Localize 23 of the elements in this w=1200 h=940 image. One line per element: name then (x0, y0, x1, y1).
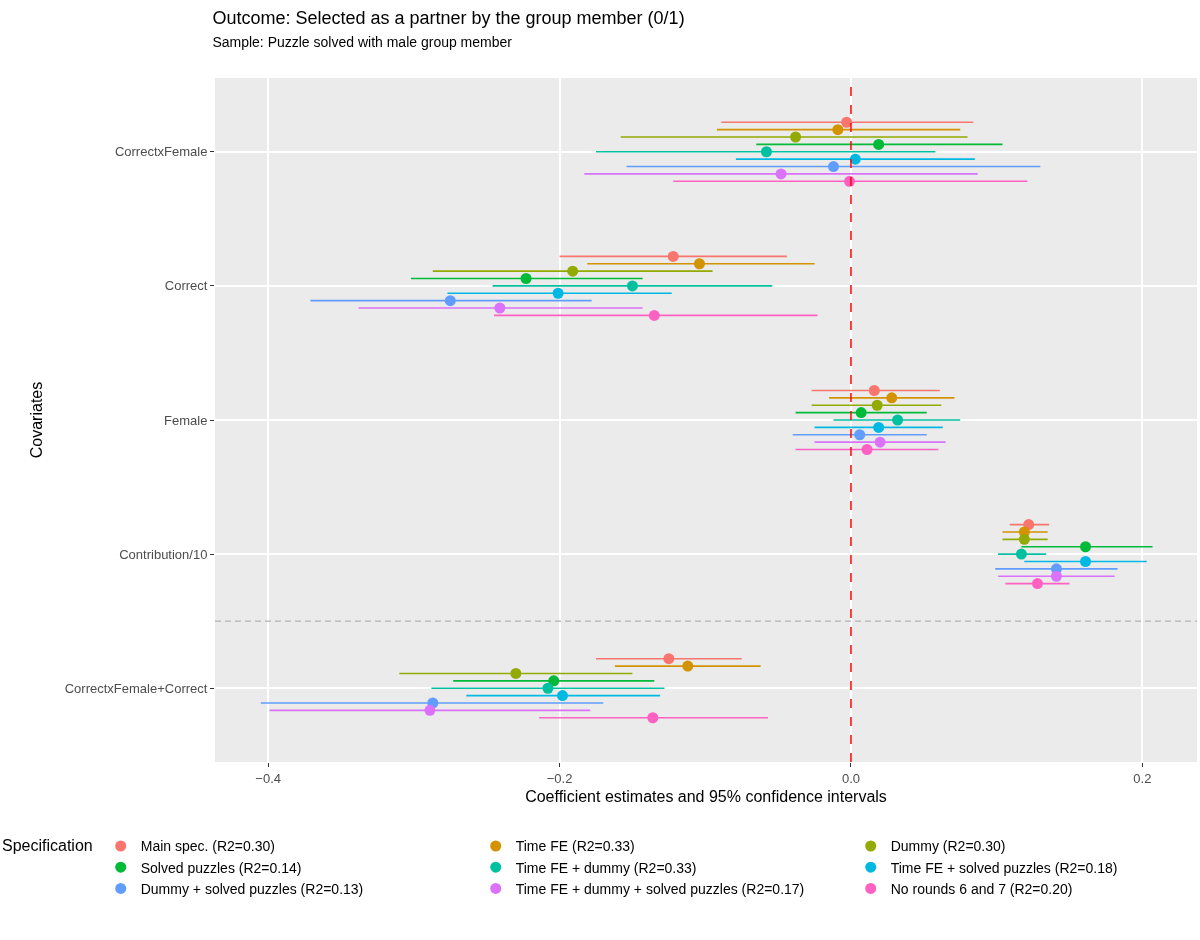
chart-title: Outcome: Selected as a partner by the group member (0/1) (212, 7, 685, 28)
x-tick-label: −0.2 (546, 770, 573, 786)
y-tick-label: Correct (164, 278, 208, 294)
y-tick-label: CorrectxFemale+Correct (64, 680, 208, 696)
x-tick-label: 0.2 (1133, 770, 1152, 786)
legend-label: Time FE + solved puzzles (R2=0.18) (890, 859, 1118, 876)
chart-subtitle: Sample: Puzzle solved with male group member (212, 33, 513, 50)
legend-label: Time FE + dummy (R2=0.33) (515, 859, 697, 876)
legend-label: Time FE + dummy + solved puzzles (R2=0.17) (515, 880, 805, 897)
legend-label: Main spec. (R2=0.30) (140, 838, 275, 855)
y-axis-title: Covariates (27, 381, 45, 459)
legend-label: No rounds 6 and 7 (R2=0.20) (890, 880, 1073, 897)
x-tick-label: 0.0 (841, 770, 861, 786)
legend-label: Dummy + solved puzzles (R2=0.13) (140, 880, 364, 897)
legend-title: Specification (2, 837, 93, 855)
legend-label: Dummy (R2=0.30) (890, 838, 1006, 855)
y-tick-label: Female (164, 412, 208, 428)
x-tick-label: −0.4 (255, 770, 282, 786)
legend-label: Solved puzzles (R2=0.14) (140, 859, 302, 876)
y-tick-label: Contribution/10 (119, 546, 208, 562)
y-tick-label: CorrectxFemale (114, 144, 208, 160)
legend-label: Time FE (R2=0.33) (515, 838, 635, 855)
x-axis-title: Coefficient estimates and 95% confidence intervals (525, 788, 887, 806)
